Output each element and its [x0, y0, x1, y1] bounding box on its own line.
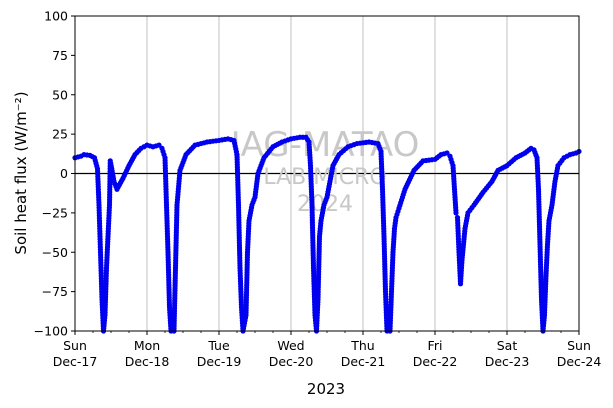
y-axis-label: Soil heat flux (W/m⁻²): [12, 91, 30, 254]
x-tick-label-date: Dec-21: [341, 354, 386, 369]
x-tick-label-date: Dec-22: [413, 354, 458, 369]
x-tick-label-day: Sun: [567, 338, 591, 353]
x-tick-label-date: Dec-20: [269, 354, 314, 369]
x-tick-label-day: Sun: [63, 338, 87, 353]
y-tick-label: 0: [60, 166, 68, 181]
x-tick-label-day: Tue: [207, 338, 230, 353]
y-tick-label: −25: [42, 205, 68, 220]
x-tick-label-day: Thu: [350, 338, 374, 353]
x-tick-label-date: Dec-18: [125, 354, 170, 369]
x-axis: SunDec-17MonDec-18TueDec-19WedDec-20ThuD…: [53, 331, 602, 369]
x-tick-label-day: Wed: [277, 338, 304, 353]
watermark-line-2: LAB MICRO: [263, 165, 386, 190]
x-tick-label-day: Sat: [497, 338, 518, 353]
x-tick-label-date: Dec-24: [557, 354, 602, 369]
x-tick-label-date: Dec-19: [197, 354, 242, 369]
x-tick-label-date: Dec-17: [53, 354, 98, 369]
x-tick-label-day: Mon: [134, 338, 160, 353]
data-points: [72, 134, 582, 334]
y-tick-label: 75: [52, 48, 68, 63]
y-axis: 100 75 50 25 0 −25 −50 −75 −100: [34, 9, 75, 339]
data-point: [453, 210, 459, 216]
y-tick-label: −50: [42, 245, 68, 260]
y-tick-label: 100: [44, 9, 68, 24]
y-tick-label: −75: [42, 284, 68, 299]
x-axis-label: 2023: [307, 380, 345, 398]
x-tick-label-day: Fri: [428, 338, 443, 353]
y-tick-label: 50: [52, 87, 68, 102]
y-tick-label: −100: [34, 324, 68, 339]
watermark-line-1: IAG-MATAO: [231, 125, 420, 165]
y-tick-label: 25: [52, 127, 68, 142]
x-tick-label-date: Dec-23: [485, 354, 530, 369]
